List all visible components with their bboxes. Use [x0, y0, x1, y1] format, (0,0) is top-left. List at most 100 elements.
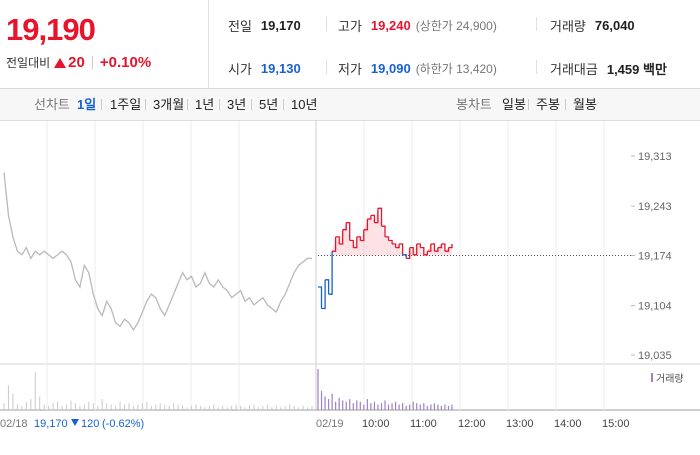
price-panel: 19,190 전일대비 20 +0.10%	[0, 0, 209, 88]
y-tick-label: 19,035	[638, 350, 672, 362]
prev-close-value: 19,170	[260, 18, 301, 33]
today-line-segment	[342, 222, 347, 231]
today-line-segment	[402, 254, 407, 259]
today-line-segment	[409, 246, 414, 255]
line-chart-label: 선차트	[34, 97, 70, 112]
stat-trade-value: 거래대금 1,459 백만	[550, 59, 667, 78]
up-triangle-icon	[54, 57, 67, 68]
today-line-segment	[444, 247, 450, 252]
high-label: 고가	[338, 19, 362, 34]
trade-value: 1,459 백만	[606, 62, 667, 77]
x-tick-label: 10:00	[362, 418, 390, 430]
today-line-segment	[325, 279, 330, 295]
prev-day-series	[3, 172, 312, 332]
volume-value: 76,040	[594, 18, 635, 33]
today-line-segment	[339, 229, 344, 245]
y-tick-label: 19,174	[638, 251, 672, 263]
today-line-segment	[416, 243, 421, 248]
today-line-segment	[420, 246, 425, 255]
today-line-segment	[434, 247, 439, 252]
today-line-segment	[381, 225, 386, 237]
today-line-segment	[346, 221, 351, 241]
price-chart-svg: 19,313 19,243 19,174 19,104 19,035 거래량 02/18 02…	[0, 121, 700, 430]
divider	[528, 99, 529, 110]
stat-high: 고가 19,240 (상한가 24,900)	[338, 16, 497, 35]
prev-day-line	[3, 172, 312, 332]
divider	[326, 17, 327, 31]
quote-summary: 19,190 전일대비 20 +0.10% 전일 19,170 고가 19,24…	[0, 0, 700, 89]
prev-rate-note: (-0.62%)	[102, 418, 144, 430]
candle-tab-daily[interactable]: 일봉	[502, 97, 526, 112]
lower-limit: (하한가 13,420)	[415, 62, 497, 76]
today-line-segment	[427, 244, 432, 252]
period-tab-1w[interactable]: 1주일	[110, 97, 142, 112]
trade-value-label: 거래대금	[550, 62, 598, 77]
divider	[145, 99, 146, 110]
volume-legend-swatch	[651, 373, 653, 382]
today-line-segment	[318, 286, 323, 309]
today-line-segment	[441, 243, 446, 252]
y-tick-label: 19,243	[638, 201, 672, 213]
open-label: 시가	[228, 62, 252, 77]
upper-limit: (상한가 24,900)	[415, 19, 497, 33]
divider	[283, 99, 284, 110]
x-tick-label: 13:00	[506, 418, 534, 430]
today-line-segment	[388, 239, 393, 244]
prev-close-label: 전일	[228, 19, 252, 34]
divider	[326, 60, 327, 74]
divider	[187, 99, 188, 110]
volume-legend: 거래량	[656, 373, 684, 385]
prev-close-note: 19,170	[34, 418, 68, 430]
today-line-segment	[332, 236, 337, 252]
volume-bars	[3, 369, 653, 410]
today-line-segment	[437, 244, 443, 249]
today-line-segment	[353, 236, 358, 249]
today-line-segment	[392, 243, 397, 248]
x-tick-label: 15:00	[602, 418, 630, 430]
today-line-segment	[367, 215, 372, 220]
today-line-segment	[374, 208, 379, 224]
today-line-segment	[328, 251, 333, 295]
candle-chart-label: 봉차트	[456, 97, 492, 112]
change-amount: 20	[68, 54, 85, 71]
low-label: 저가	[338, 62, 362, 77]
price-chart[interactable]: 19,313 19,243 19,174 19,104 19,035 거래량 02/18 02…	[0, 121, 700, 450]
axis-labels: 19,313 19,243 19,174 19,104 19,035 거래량 02/18 02…	[0, 151, 684, 430]
low-value: 19,090	[370, 61, 411, 76]
today-line-segment	[360, 229, 365, 242]
divider	[101, 99, 102, 110]
today-line-segment	[399, 243, 404, 255]
stat-open: 시가 19,130	[228, 59, 301, 78]
today-line-segment	[385, 236, 390, 241]
candle-tab-weekly[interactable]: 주봉	[536, 97, 560, 112]
x-tick-label: 12:00	[458, 418, 486, 430]
candle-tab-monthly[interactable]: 월봉	[573, 97, 597, 112]
today-line-segment	[423, 251, 428, 256]
divider	[536, 17, 537, 31]
stat-prev-close: 전일 19,170	[228, 16, 301, 35]
today-line-segment	[406, 247, 411, 260]
period-tab-10y[interactable]: 10년	[291, 97, 318, 112]
divider	[565, 99, 566, 110]
period-tab-5y[interactable]: 5년	[259, 97, 279, 112]
y-tick-label: 19,104	[638, 301, 672, 313]
period-tab-3y[interactable]: 3년	[227, 97, 247, 112]
x-tick-label: 14:00	[554, 418, 582, 430]
current-price: 19,190	[6, 12, 96, 47]
period-tab-3m[interactable]: 3개월	[153, 97, 185, 112]
period-tab-1d[interactable]: 1일	[77, 97, 97, 112]
today-line-segment	[430, 243, 436, 252]
divider	[536, 60, 537, 74]
volume-label: 거래량	[550, 19, 586, 34]
period-tab-1y[interactable]: 1년	[195, 97, 215, 112]
today-line-segment	[321, 279, 326, 310]
y-tick-label: 19,313	[638, 151, 672, 163]
prev-change-note: 120	[81, 418, 99, 430]
change-rate: +0.10%	[99, 54, 152, 71]
stat-volume: 거래량 76,040	[550, 16, 635, 35]
x-tick-label: 02/19	[316, 418, 344, 430]
today-up-area	[318, 208, 452, 256]
today-line-segment	[356, 236, 361, 241]
chart-grid	[0, 121, 700, 411]
divider	[91, 56, 93, 69]
